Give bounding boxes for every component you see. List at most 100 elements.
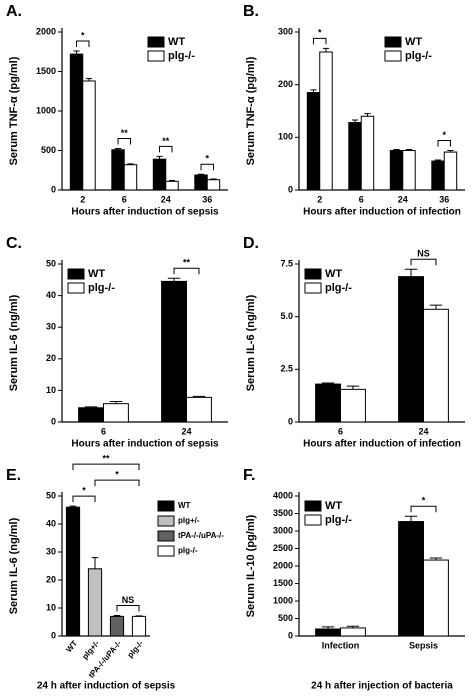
x-axis-label: 24 h after induction of sepsis (37, 681, 176, 692)
y-tick-label: 10 (46, 385, 56, 395)
bar (348, 122, 362, 191)
legend-swatch (304, 514, 322, 526)
y-tick-label: 200 (278, 79, 293, 89)
legend-swatch (384, 36, 402, 48)
legend-swatch (384, 50, 402, 62)
legend-swatch (147, 36, 165, 48)
bar (360, 115, 375, 191)
y-tick-label: 3000 (273, 525, 293, 535)
y-tick-label: 4000 (273, 490, 293, 500)
x-tick-label: 6 (338, 426, 343, 436)
error-bar (85, 78, 93, 81)
x-tick-label: plg-/- (126, 639, 146, 660)
y-tick-label: 2500 (273, 543, 293, 553)
error-bar (434, 159, 442, 162)
legend-label: tPA-/-/uPA-/- (178, 531, 224, 540)
error-bar (84, 406, 98, 408)
bar (431, 160, 445, 191)
significance-label: * (442, 130, 446, 140)
x-axis-label: Hours after induction of infection (303, 439, 461, 450)
y-tick-label: 0 (288, 416, 293, 426)
legend-swatch (304, 268, 322, 280)
x-axis-label: Hours after induction of sepsis (71, 207, 219, 218)
y-tick-label: 1000 (36, 105, 56, 115)
error-bar (322, 47, 330, 53)
error-bar (91, 557, 99, 569)
error-bar (192, 395, 206, 398)
significance-label: ** (162, 136, 170, 146)
x-axis-label: Hours after induction of sepsis (71, 439, 219, 450)
y-tick-label: 30 (46, 546, 56, 556)
bar (78, 407, 104, 423)
error-bar (429, 557, 443, 561)
significance-label: * (318, 28, 322, 38)
legend-swatch (67, 282, 85, 294)
x-tick-label: 6 (122, 194, 127, 204)
x-tick-label: 24 (161, 194, 171, 204)
legend-label: plg-/- (325, 282, 352, 294)
x-tick-label: 6 (359, 194, 364, 204)
significance-bracket (200, 163, 214, 171)
bar (398, 276, 425, 423)
bar (306, 92, 321, 191)
bar (402, 150, 416, 191)
legend-label: plg+/- (178, 516, 200, 525)
significance-bracket (76, 40, 90, 47)
error-bar (429, 304, 443, 310)
bar (340, 388, 366, 423)
bar (65, 506, 81, 637)
error-bar (210, 178, 217, 180)
y-tick-label: 0 (288, 184, 293, 194)
significance-label: ** (183, 258, 191, 268)
y-tick-label: 0 (51, 184, 56, 194)
significance-label: ** (121, 128, 129, 138)
y-tick-label: 20 (46, 574, 56, 584)
legend-label: WT (178, 501, 191, 510)
x-tick-label: Infection (322, 640, 360, 650)
panel-label: F. (243, 467, 255, 484)
bar (423, 559, 449, 637)
y-tick-label: 500 (278, 613, 293, 623)
panel-label: A. (6, 3, 22, 20)
bar (423, 308, 449, 423)
error-bar (364, 113, 371, 117)
error-bar (321, 382, 335, 385)
y-tick-label: 1000 (273, 595, 293, 605)
significance-label: * (82, 485, 86, 495)
legend-label: plg-/- (88, 282, 115, 294)
significance-bracket (313, 37, 327, 45)
y-tick-label: 100 (278, 132, 293, 142)
x-axis-label: 24 h after injection of bacteria (311, 681, 453, 692)
legend-label: plg-/- (178, 546, 198, 555)
y-tick-label: 2000 (273, 560, 293, 570)
significance-bracket (72, 463, 140, 471)
error-bar (127, 163, 134, 165)
error-bar (351, 119, 359, 123)
x-tick-label: 36 (202, 194, 212, 204)
significance-bracket (159, 145, 173, 153)
y-axis-label: Serum TNF-α (pg/ml) (245, 56, 257, 165)
y-tick-label: 40 (46, 518, 56, 528)
bar (443, 151, 458, 191)
panel-label: E. (6, 467, 21, 484)
significance-bracket (410, 505, 437, 513)
x-axis-label: Hours after induction of infection (303, 207, 461, 218)
bar (131, 615, 147, 637)
significance-bracket (437, 140, 451, 147)
error-bar (404, 268, 418, 277)
y-tick-label: 1500 (36, 66, 56, 76)
x-tick-label: 24 (398, 194, 408, 204)
legend-swatch (67, 268, 85, 280)
y-tick-label: 500 (41, 145, 56, 155)
bar (123, 164, 138, 191)
significance-label: ** (102, 453, 110, 463)
y-tick-label: 0 (51, 630, 56, 640)
error-bar (321, 626, 335, 629)
bar (69, 53, 84, 191)
error-bar (310, 89, 317, 93)
y-axis-label: Serum IL-6 (ng/ml) (245, 294, 257, 391)
significance-label: * (422, 496, 426, 506)
legend-swatch (157, 515, 175, 527)
bar (186, 396, 212, 423)
